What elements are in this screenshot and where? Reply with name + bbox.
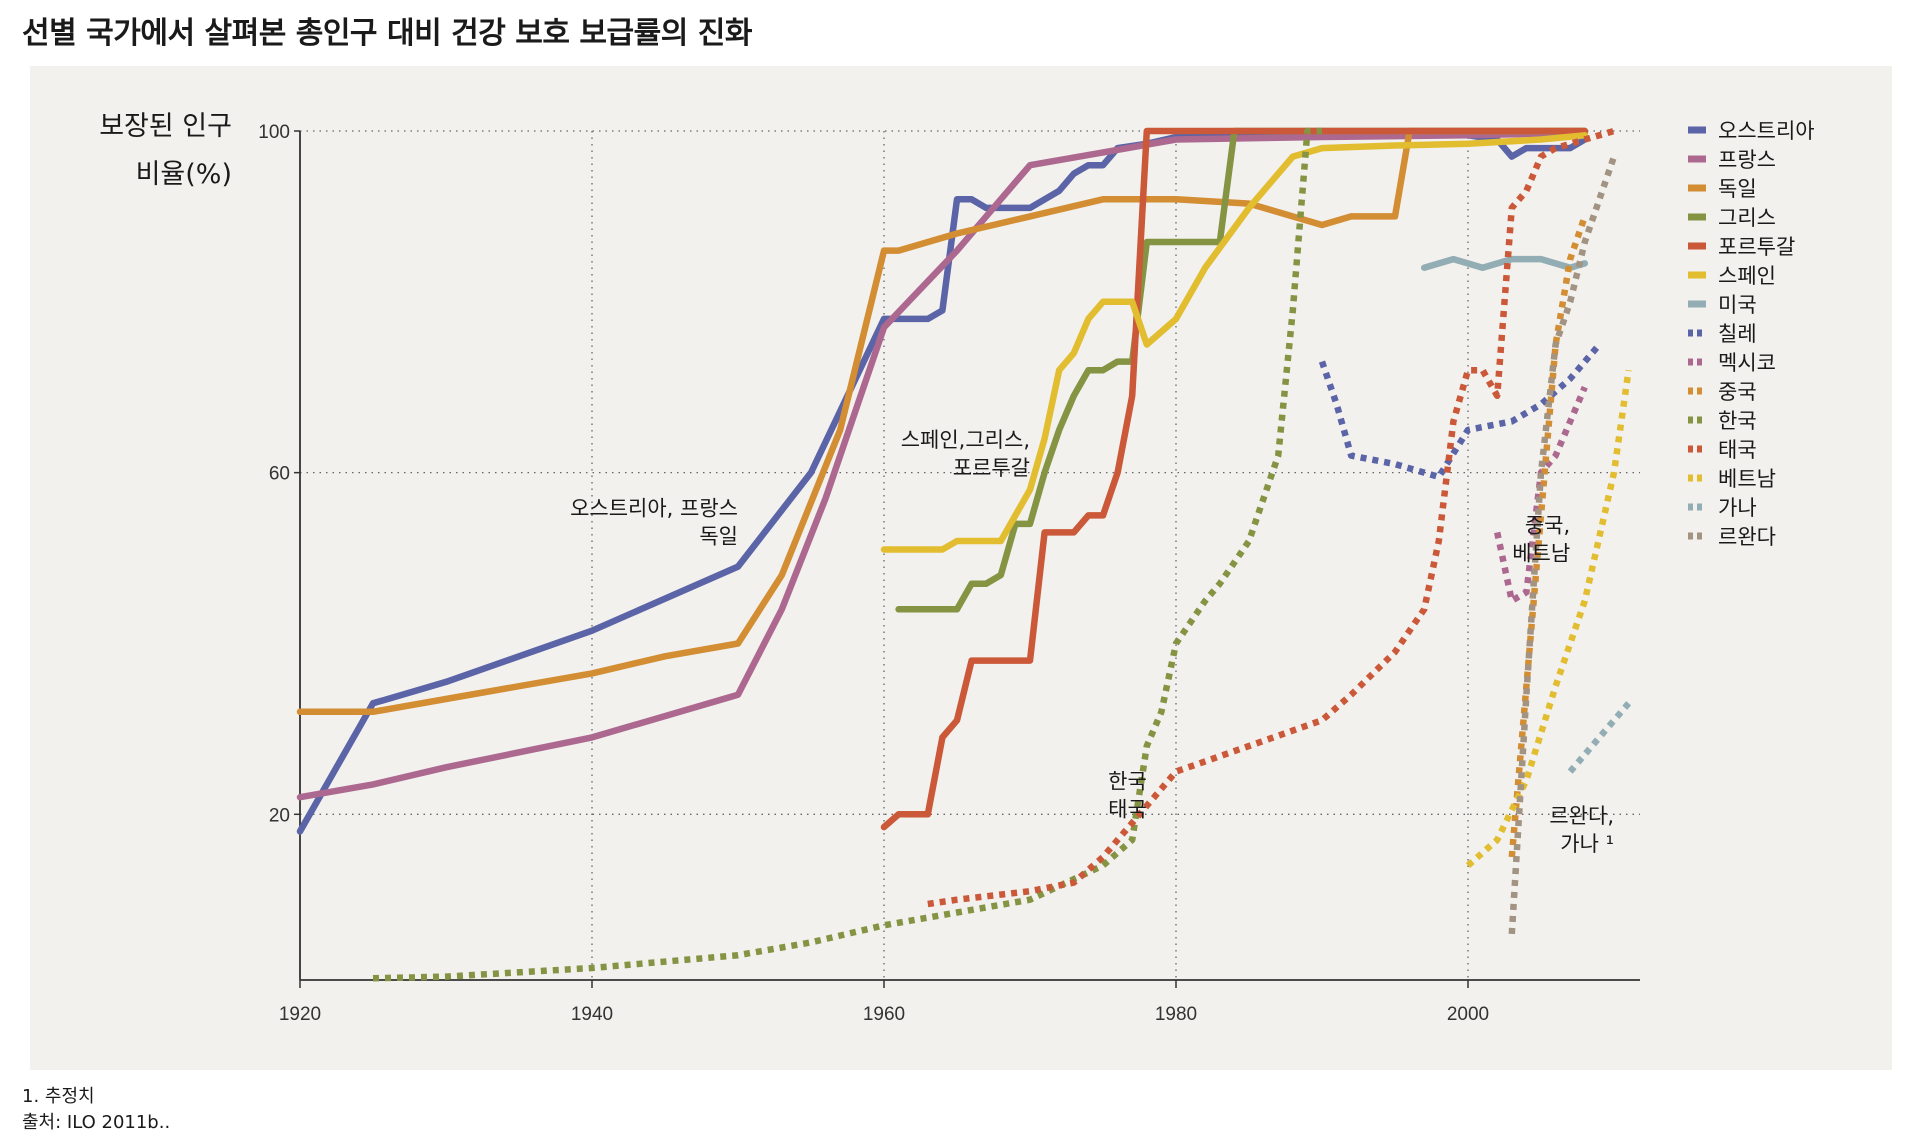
legend-label: 포르투갈	[1718, 235, 1795, 259]
x-tick-label: 1920	[279, 1004, 321, 1025]
legend-label: 칠레	[1718, 322, 1757, 346]
legend-label: 베트남	[1718, 467, 1776, 491]
chart-annotation: 포르투갈	[953, 456, 1030, 480]
chart-annotation: 태국	[1108, 798, 1147, 822]
series-line	[1508, 155, 1618, 935]
x-tick-label: 2000	[1447, 1004, 1489, 1025]
chart-annotation: 르완다,	[1549, 804, 1614, 828]
series-line	[880, 127, 1589, 831]
series-line	[296, 132, 1589, 835]
series-line	[895, 127, 1589, 613]
legend-label: 그리스	[1718, 206, 1776, 230]
y-axis-label: 비율(%)	[136, 159, 232, 190]
chart-annotation: 한국	[1108, 770, 1147, 794]
series-line	[880, 132, 1589, 553]
legend-label: 한국	[1718, 409, 1757, 433]
legend-label: 미국	[1718, 293, 1757, 317]
y-tick-label: 20	[269, 805, 290, 826]
chart-annotation: 베트남	[1512, 541, 1570, 565]
chart-annotation: 독일	[699, 524, 738, 548]
x-tick-label: 1980	[1155, 1004, 1197, 1025]
series-line	[1567, 701, 1632, 774]
legend-label: 멕시코	[1718, 351, 1776, 375]
y-tick-label: 60	[269, 464, 290, 485]
x-tick-label: 1960	[863, 1004, 905, 1025]
legend-label: 스페인	[1718, 264, 1776, 288]
chart-annotation: 스페인,그리스,	[901, 428, 1030, 452]
legend-label: 중국	[1718, 380, 1757, 404]
legend-label: 가나	[1718, 496, 1757, 520]
series-line	[927, 127, 1615, 908]
chart-title: 선별 국가에서 살펴본 총인구 대비 건강 보호 보급률의 진화	[22, 16, 752, 51]
series-line	[296, 127, 1589, 716]
x-tick-label: 1940	[571, 1004, 613, 1025]
legend-label: 프랑스	[1718, 148, 1776, 172]
series-line	[1494, 385, 1588, 605]
chart-annotation: 오스트리아, 프랑스	[570, 496, 738, 520]
legend-label: 독일	[1718, 177, 1757, 201]
series-line	[296, 129, 1589, 801]
y-tick-label: 100	[258, 122, 290, 143]
chart-annotation: 중국,	[1525, 513, 1570, 537]
y-axis-label: 보장된 인구	[99, 111, 232, 142]
series-line	[1318, 342, 1602, 481]
series-line	[1465, 369, 1632, 868]
legend-label: 오스트리아	[1718, 119, 1815, 143]
series-line	[372, 127, 1322, 982]
legend-label: 태국	[1718, 438, 1757, 462]
chart-annotation: 가나 ¹	[1560, 832, 1614, 856]
footnote-source: 출처: ILO 2011b..	[22, 1112, 171, 1133]
legend-label: 르완다	[1718, 525, 1776, 549]
footnote-estimate: 1. 추정치	[22, 1086, 95, 1107]
